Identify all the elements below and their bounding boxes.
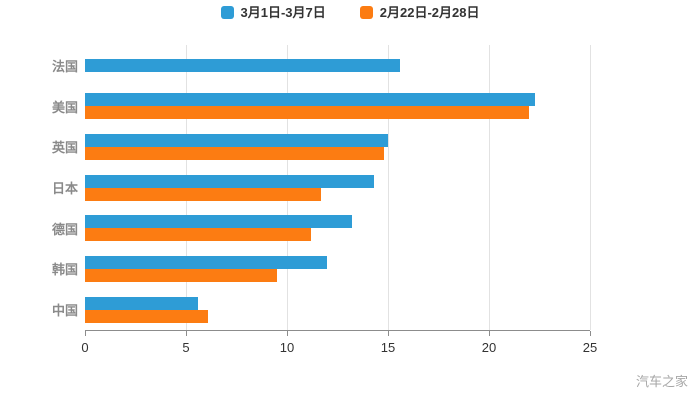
legend-label: 2月22日-2月28日: [379, 5, 480, 20]
x-tick-mark: [388, 331, 389, 336]
x-tick-label: 0: [81, 340, 89, 355]
bar-current-week[interactable]: [85, 255, 328, 269]
x-tick-label: 10: [279, 340, 295, 355]
x-tick-mark: [186, 331, 187, 336]
gridline: [590, 45, 591, 330]
chart-row: [85, 167, 590, 208]
x-tick-label: 5: [182, 340, 190, 355]
x-tick-label: 20: [481, 340, 497, 355]
x-tick-label: 25: [582, 340, 598, 355]
chart-row: [85, 45, 590, 86]
chart-row: [85, 208, 590, 249]
legend-item-week-previous[interactable]: 2月22日-2月28日: [359, 5, 480, 20]
chart-legend: 3月1日-3月7日 2月22日-2月28日: [0, 6, 700, 19]
x-tick-mark: [489, 331, 490, 336]
category-label: 韩国: [51, 262, 78, 278]
chart-row: [85, 289, 590, 330]
category-label: 英国: [51, 140, 78, 156]
plot-area: [85, 45, 591, 331]
gridline: [489, 45, 490, 330]
legend-label: 3月1日-3月7日: [240, 5, 326, 20]
watermark: 汽车之家: [635, 374, 688, 389]
x-tick-mark: [287, 331, 288, 336]
category-label: 日本: [51, 181, 78, 197]
category-label: 德国: [51, 221, 78, 237]
legend-marker-blue-icon: [220, 6, 234, 19]
legend-item-week-current[interactable]: 3月1日-3月7日: [220, 5, 326, 20]
category-label: 法国: [51, 58, 78, 74]
category-label: 中国: [51, 303, 78, 319]
bar-previous-week[interactable]: [85, 228, 312, 242]
chart-row: [85, 126, 590, 167]
bar-rows: [85, 45, 590, 330]
bar-previous-week[interactable]: [85, 146, 384, 160]
gridline: [388, 45, 389, 330]
bar-previous-week[interactable]: [85, 187, 322, 201]
bar-current-week[interactable]: [85, 93, 536, 107]
bar-previous-week[interactable]: [85, 106, 530, 120]
bar-previous-week[interactable]: [85, 268, 277, 282]
x-tick-label: 15: [380, 340, 396, 355]
bar-current-week[interactable]: [85, 215, 352, 229]
chart-row: [85, 249, 590, 290]
category-label: 美国: [51, 99, 78, 115]
x-tick-mark: [590, 331, 591, 336]
bar-current-week[interactable]: [85, 133, 388, 147]
bar-current-week[interactable]: [85, 58, 401, 72]
y-axis-labels: 法国美国英国日本德国韩国中国: [0, 45, 78, 330]
bar-current-week[interactable]: [85, 174, 374, 188]
bar-previous-week[interactable]: [85, 309, 209, 323]
bar-current-week[interactable]: [85, 296, 199, 310]
x-tick-mark: [85, 331, 86, 336]
legend-marker-orange-icon: [359, 6, 373, 19]
chart-row: [85, 86, 590, 127]
